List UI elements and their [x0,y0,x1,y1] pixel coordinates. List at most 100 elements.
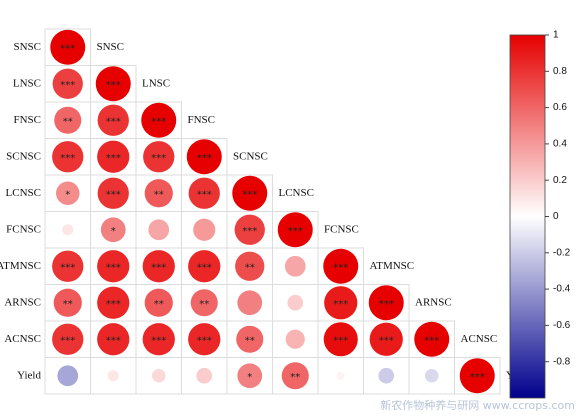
correlation-circle [97,286,130,319]
row-label: FNSC [13,114,41,126]
correlation-circle [287,294,304,311]
correlation-circle [97,323,130,356]
significance: *** [106,299,121,310]
colorbar-label: 0.6 [553,102,567,113]
significance: *** [288,226,303,237]
column-label: FNSC [188,114,216,126]
significance: *** [197,335,212,346]
significance: ** [154,189,164,200]
correlation-circle [62,224,74,236]
significance: *** [60,262,75,273]
significance: ** [63,116,73,127]
correlation-circle [323,248,359,284]
correlation-circle [277,212,313,248]
correlation-circle [144,179,173,208]
correlation-circle [148,219,170,241]
correlation-circle [369,322,403,356]
column-label: SCNSC [233,150,268,162]
significance: ** [199,299,209,310]
correlation-circle [424,368,439,383]
correlation-circle [324,286,358,320]
correlation-circle [107,370,119,382]
correlation-circle [142,323,175,356]
colorbar-label: -0.2 [553,247,571,258]
row-label: Yield [17,369,41,381]
correlation-circle [188,177,220,209]
significance: *** [242,189,257,200]
row-label: LNSC [13,77,41,89]
significance: *** [60,335,75,346]
correlation-circle [237,363,263,389]
significance: *** [197,153,212,164]
significance: * [65,189,70,200]
correlation-circle [142,250,175,283]
colorbar-label: -0.6 [553,320,571,331]
correlation-circle [378,367,395,384]
colorbar-label: 0.4 [553,139,567,150]
colorbar [509,34,546,399]
significance: * [247,372,252,383]
colorbar-label: 0.2 [553,175,567,186]
correlation-circle [97,140,130,173]
significance: *** [242,226,257,237]
column-label: FCNSC [324,223,359,235]
significance: *** [379,299,394,310]
significance: *** [333,335,348,346]
significance: *** [151,335,166,346]
significance: *** [106,153,121,164]
column-label: ACNSC [461,333,498,345]
row-label: LCNSC [6,187,41,199]
significance: ** [154,299,164,310]
correlation-circle [237,290,263,316]
correlation-circle [193,218,216,241]
correlation-circle [95,66,131,102]
significance: *** [60,80,75,91]
watermark: 新农作物种养与研网 www.ccrops.com [380,398,575,412]
significance: *** [333,299,348,310]
row-label: SNSC [13,41,41,53]
column-label: LCNSC [279,187,314,199]
significance: *** [151,153,166,164]
row-label: FCNSC [6,223,41,235]
significance: *** [106,335,121,346]
significance: *** [60,153,75,164]
correlation-circle [151,368,166,383]
significance: ** [63,299,73,310]
significance: *** [106,189,121,200]
significance: *** [424,335,439,346]
correlation-circle [336,371,345,380]
correlation-circle [97,104,129,136]
correlation-circle [52,141,84,173]
colorbar-label: 0 [553,211,559,222]
row-label: ARNSC [4,296,41,308]
correlation-circle [141,102,177,138]
significance: * [111,226,116,237]
colorbar-label: 0.8 [553,66,567,77]
significance: *** [197,189,212,200]
correlation-circle [235,251,265,281]
correlation-circle [144,288,173,317]
correlation-circle [232,175,268,211]
correlation-circle [188,323,221,356]
correlation-circle [281,362,309,390]
correlation-circle [50,29,86,65]
correlation-circle [323,322,358,357]
column-label: ARNSC [415,296,452,308]
correlation-circle [57,365,79,387]
significance: *** [197,262,212,273]
colorbar-label: -0.8 [553,356,571,367]
significance: *** [60,43,75,54]
significance: *** [470,372,485,383]
correlation-circle [52,250,84,282]
correlation-circle [56,181,80,205]
significance: *** [151,262,166,273]
cell [454,357,501,395]
column-label: LNSC [142,77,170,89]
significance: ** [245,262,255,273]
correlation-circle [188,250,221,283]
correlation-circle [459,358,495,394]
correlation-circle [368,285,404,321]
correlation-circle [284,255,306,277]
row-label: ACNSC [4,333,41,345]
correlation-circle [54,106,82,134]
